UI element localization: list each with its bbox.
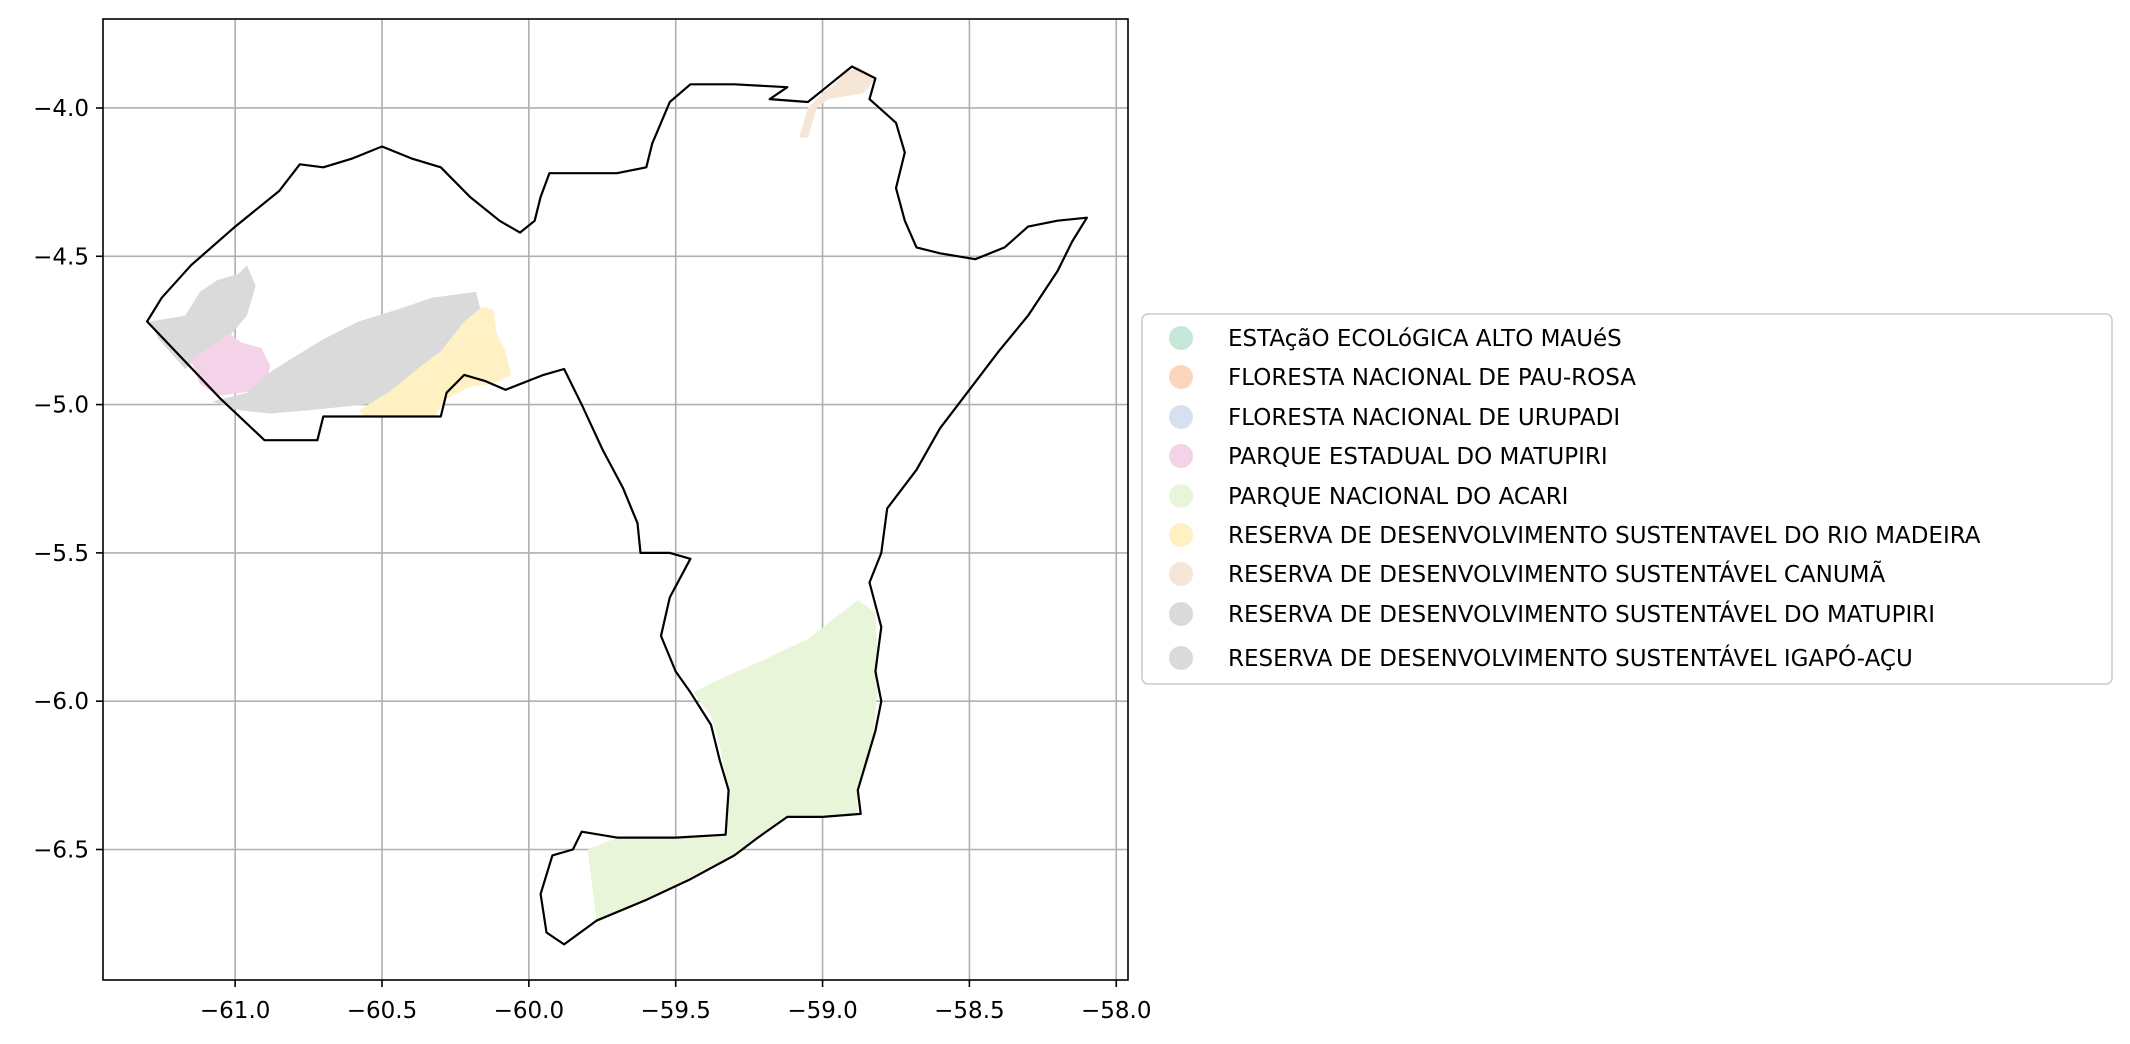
x-tick-label-6: −58.0 [1081, 998, 1151, 1024]
x-tick-label-1: −60.5 [347, 998, 417, 1024]
region-1 [191, 333, 271, 396]
legend: ESTAçãO ECOLóGICA ALTO MAUéS FLORESTA NAC… [1141, 313, 2113, 685]
legend-label-6: RESERVA DE DESENVOLVIMENTO SUSTENTÁVEL C… [1228, 560, 1886, 588]
x-tick-label-2: −60.0 [494, 998, 564, 1024]
y-tick-label-0: −4.0 [33, 96, 89, 122]
municipality-boundary [146, 65, 1089, 946]
y-axis-ticks: −4.0 −4.5 −5.0 −5.5 −6.0 −6.5 [33, 96, 103, 863]
legend-label-3: PARQUE ESTADUAL DO MATUPIRI [1228, 444, 1608, 470]
legend-label-7: RESERVA DE DESENVOLVIMENTO SUSTENTÁVEL D… [1228, 600, 1935, 628]
legend-marker-5 [1169, 523, 1193, 547]
protected-areas [150, 66, 879, 921]
legend-label-2: FLORESTA NACIONAL DE URUPADI [1228, 405, 1620, 431]
y-tick-label-4: −6.0 [33, 689, 89, 715]
legend-marker-3 [1169, 444, 1193, 468]
x-tick-label-5: −58.5 [934, 998, 1004, 1024]
y-tick-label-2: −5.0 [33, 393, 89, 419]
x-tick-label-4: −59.0 [787, 998, 857, 1024]
legend-label-5: RESERVA DE DESENVOLVIMENTO SUSTENTAVEL D… [1228, 523, 1981, 549]
legend-box [1141, 313, 2113, 685]
y-tick-label-3: −5.5 [33, 541, 89, 567]
region-5 [587, 600, 879, 921]
region-4 [799, 66, 876, 138]
map-axes-frame [102, 18, 1129, 981]
y-tick-label-5: −6.5 [33, 837, 89, 863]
grid [103, 19, 1128, 980]
legend-label-8: RESERVA DE DESENVOLVIMENTO SUSTENTÁVEL I… [1228, 644, 1913, 672]
legend-marker-0 [1169, 326, 1193, 350]
boundary-outline [146, 65, 1089, 946]
region-0 [150, 265, 256, 369]
legend-marker-4 [1169, 484, 1193, 508]
x-tick-label-0: −61.0 [200, 998, 270, 1024]
x-axis-ticks: −61.0 −60.5 −60.0 −59.5 −59.0 −58.5 −58.0 [200, 980, 1151, 1024]
region-3 [358, 306, 512, 417]
legend-marker-1 [1169, 365, 1193, 389]
legend-marker-2 [1169, 405, 1193, 429]
legend-marker-6 [1169, 562, 1193, 586]
legend-label-0: ESTAçãO ECOLóGICA ALTO MAUéS [1228, 326, 1622, 352]
y-tick-label-1: −4.5 [33, 244, 89, 270]
legend-label-1: FLORESTA NACIONAL DE PAU-ROSA [1228, 365, 1636, 391]
legend-items: ESTAçãO ECOLóGICA ALTO MAUéS FLORESTA NAC… [1169, 326, 1981, 672]
legend-marker-7 [1169, 602, 1193, 626]
legend-marker-8 [1169, 646, 1193, 670]
legend-label-4: PARQUE NACIONAL DO ACARI [1228, 484, 1568, 510]
x-tick-label-3: −59.5 [640, 998, 710, 1024]
